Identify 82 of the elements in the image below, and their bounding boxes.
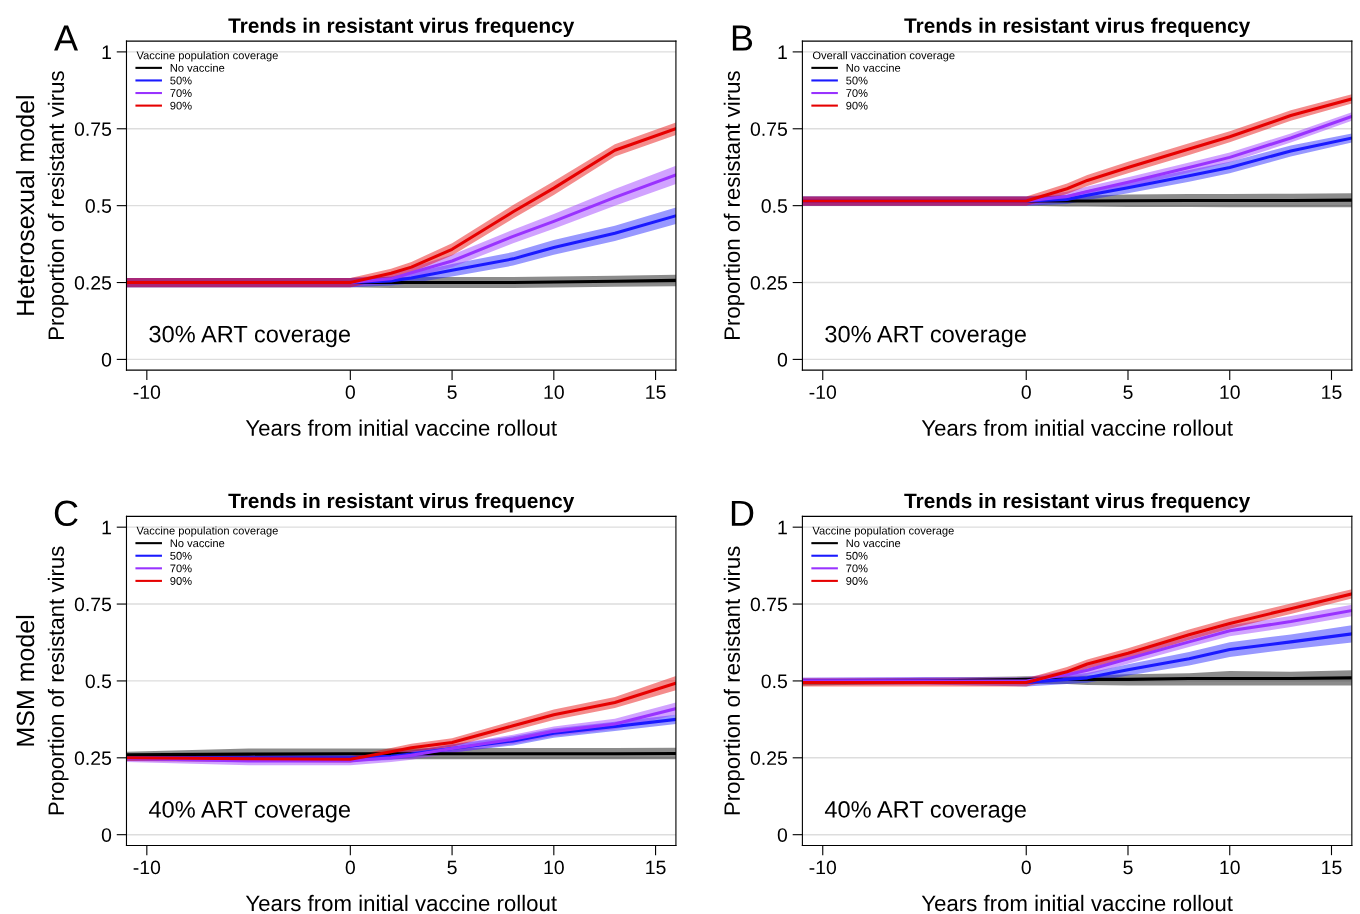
y-tick-label: 0 bbox=[777, 352, 788, 367]
legend-label: 70% bbox=[170, 89, 192, 98]
text: A bbox=[54, 25, 79, 51]
x-tick-label: 10 bbox=[1220, 385, 1240, 400]
x-tick-label: 15 bbox=[1322, 385, 1342, 400]
legend-label: 90% bbox=[170, 577, 192, 585]
y-tick-label: 0 bbox=[101, 352, 112, 367]
legend-label: 90% bbox=[846, 577, 868, 585]
y-tick-label: 0.5 bbox=[85, 674, 112, 689]
x-axis-title: Years from initial vaccine rollout bbox=[921, 894, 1233, 912]
y-axis-title: Proportion of resistant virus bbox=[47, 546, 69, 815]
x-tick-label: 5 bbox=[447, 385, 457, 400]
legend-label: No vaccine bbox=[846, 63, 901, 72]
legend-label: 70% bbox=[846, 89, 868, 98]
x-tick-label: 0 bbox=[1021, 385, 1031, 400]
annotation: 30% ART coverage bbox=[825, 325, 1026, 348]
legend-label: No vaccine bbox=[846, 538, 901, 548]
chart-title: Trends in resistant virus frequency bbox=[228, 492, 575, 513]
x-tick-label: 0 bbox=[1021, 860, 1031, 875]
y-tick-label: 0.25 bbox=[750, 751, 788, 766]
x-axis-title: Years from initial vaccine rollout bbox=[245, 419, 557, 436]
y-tick-label: 0.75 bbox=[74, 597, 112, 612]
y-tick-label: 0.25 bbox=[74, 751, 112, 766]
y-tick-label: 0 bbox=[777, 828, 788, 842]
legend-label: 50% bbox=[846, 76, 868, 85]
text: B bbox=[732, 25, 753, 51]
legend-title: Vaccine population coverage bbox=[812, 526, 954, 537]
text: Heterosexual model bbox=[15, 96, 35, 315]
x-tick-label: -10 bbox=[809, 385, 837, 400]
chart-title: Trends in resistant virus frequency bbox=[228, 17, 575, 38]
legend-title: Overall vaccination coverage bbox=[812, 51, 955, 62]
legend-label: 90% bbox=[846, 101, 868, 110]
y-tick-label: 0.25 bbox=[74, 276, 112, 290]
x-tick-label: 15 bbox=[646, 385, 666, 400]
x-tick-label: -10 bbox=[133, 860, 161, 875]
y-axis-title: Proportion of resistant virus bbox=[723, 71, 745, 340]
x-axis-title: Years from initial vaccine rollout bbox=[245, 894, 557, 912]
legend-label: No vaccine bbox=[170, 63, 225, 72]
text: MSM model bbox=[15, 615, 35, 746]
legend-label: No vaccine bbox=[170, 538, 225, 548]
y-tick-label: 0 bbox=[101, 828, 112, 842]
x-tick-label: 5 bbox=[447, 860, 457, 875]
y-tick-label: 0.75 bbox=[74, 122, 112, 137]
x-tick-label: 10 bbox=[544, 385, 564, 400]
y-axis-title: Proportion of resistant virus bbox=[47, 71, 69, 340]
y-tick-label: 1 bbox=[102, 45, 111, 59]
y-tick-label: 0.25 bbox=[750, 276, 788, 290]
x-tick-label: 0 bbox=[345, 385, 355, 400]
y-tick-label: 0.75 bbox=[750, 122, 788, 137]
annotation: 40% ART coverage bbox=[149, 801, 351, 823]
x-tick-label: -10 bbox=[809, 860, 837, 875]
chart-title: Trends in resistant virus frequency bbox=[904, 492, 1251, 513]
x-tick-label: 5 bbox=[1123, 860, 1133, 875]
x-tick-label: 15 bbox=[1322, 860, 1342, 875]
legend-label: 70% bbox=[846, 564, 868, 573]
legend-label: 50% bbox=[170, 551, 192, 560]
x-tick-label: 10 bbox=[544, 860, 564, 875]
x-tick-label: 0 bbox=[345, 860, 355, 875]
x-tick-label: 5 bbox=[1123, 385, 1133, 400]
y-tick-label: 0.5 bbox=[761, 674, 787, 689]
x-tick-label: 15 bbox=[646, 860, 666, 875]
annotation: 40% ART coverage bbox=[824, 801, 1026, 823]
x-tick-label: 10 bbox=[1220, 860, 1240, 875]
legend-title: Vaccine population coverage bbox=[136, 51, 278, 62]
y-tick-label: 0.75 bbox=[750, 597, 788, 612]
y-tick-label: 0.5 bbox=[85, 199, 112, 213]
y-tick-label: 1 bbox=[778, 520, 787, 535]
text: C bbox=[54, 500, 78, 527]
legend-label: 90% bbox=[170, 101, 192, 110]
y-axis-title: Proportion of resistant virus bbox=[723, 546, 745, 815]
legend-label: 70% bbox=[170, 564, 192, 573]
legend-title: Vaccine population coverage bbox=[136, 526, 278, 537]
x-axis-title: Years from initial vaccine rollout bbox=[921, 419, 1233, 436]
chart-title: Trends in resistant virus frequency bbox=[904, 17, 1251, 38]
y-tick-label: 1 bbox=[778, 45, 787, 59]
text: D bbox=[731, 500, 754, 526]
y-tick-label: 0.5 bbox=[761, 199, 787, 213]
x-tick-label: -10 bbox=[133, 385, 161, 400]
annotation: 30% ART coverage bbox=[149, 325, 351, 348]
legend-label: 50% bbox=[846, 551, 868, 560]
legend-label: 50% bbox=[170, 76, 192, 85]
y-tick-label: 1 bbox=[102, 520, 111, 535]
